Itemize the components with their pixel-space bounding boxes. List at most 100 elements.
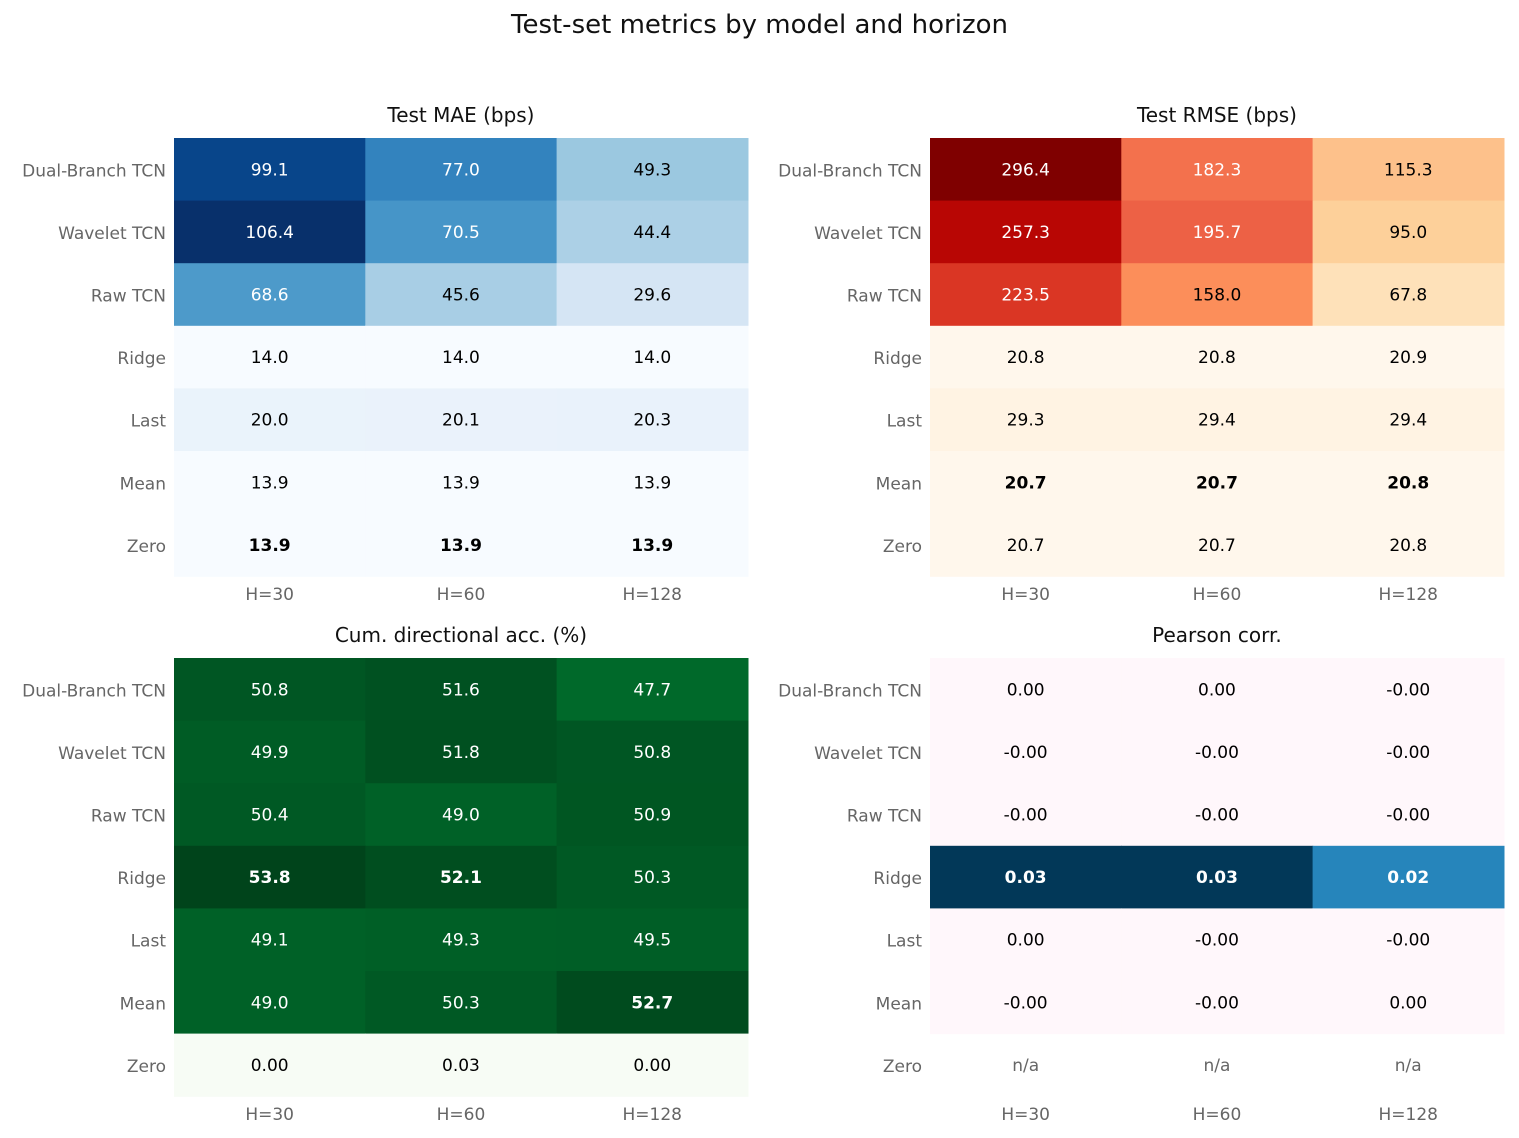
column-label: H=30 bbox=[1001, 1105, 1050, 1125]
heatmap-cell bbox=[365, 451, 558, 515]
figure-title: Test-set metrics by model and horizon bbox=[510, 10, 1008, 40]
heatmap-cell bbox=[174, 513, 366, 577]
row-label: Raw TCN bbox=[847, 807, 922, 827]
cell-label: 20.7 bbox=[1005, 473, 1047, 493]
heatmap-cell bbox=[174, 1033, 366, 1097]
row-label: Mean bbox=[876, 474, 922, 494]
row-label: Mean bbox=[120, 994, 166, 1014]
cell-label: 20.8 bbox=[1389, 536, 1427, 556]
cell-label: 51.8 bbox=[442, 743, 480, 763]
cell-label: 50.8 bbox=[251, 680, 289, 700]
heatmap-cell bbox=[556, 263, 749, 327]
heatmap-cell bbox=[174, 263, 366, 327]
row-label: Raw TCN bbox=[91, 287, 166, 307]
heatmap-cell bbox=[1121, 138, 1314, 202]
heatmap-cell bbox=[930, 513, 1122, 577]
heatmap-cell bbox=[930, 845, 1122, 909]
heatmap-cell bbox=[174, 971, 366, 1035]
cell-label: 0.00 bbox=[1007, 680, 1045, 700]
column-label: H=128 bbox=[623, 1105, 682, 1125]
cell-label: 158.0 bbox=[1193, 286, 1242, 306]
row-label: Wavelet TCN bbox=[814, 224, 922, 244]
heatmap-cell bbox=[1312, 263, 1505, 327]
heatmap-cell bbox=[365, 845, 558, 909]
heatmap-cell bbox=[556, 783, 749, 847]
row-label: Dual-Branch TCN bbox=[22, 681, 166, 701]
heatmap-cell bbox=[1312, 388, 1505, 452]
column-label: H=60 bbox=[1193, 1105, 1242, 1125]
heatmap-cell bbox=[1121, 325, 1314, 389]
heatmap-cell bbox=[1312, 908, 1505, 972]
heatmap-cell bbox=[365, 971, 558, 1035]
heatmap-cell bbox=[930, 971, 1122, 1035]
cell-label: n/a bbox=[1395, 1056, 1422, 1076]
row-label: Last bbox=[131, 412, 167, 432]
heatmap-cell bbox=[1312, 451, 1505, 515]
cell-label: -0.00 bbox=[1386, 806, 1430, 826]
heatmap-cell bbox=[556, 325, 749, 389]
heatmap-cell bbox=[365, 325, 558, 389]
heatmap-cell bbox=[1312, 720, 1505, 784]
heatmap-cell bbox=[930, 908, 1122, 972]
row-label: Raw TCN bbox=[91, 807, 166, 827]
heatmap-cell bbox=[365, 783, 558, 847]
cell-label: 49.0 bbox=[442, 806, 480, 826]
row-label: Ridge bbox=[873, 869, 922, 889]
heatmap-cell bbox=[365, 138, 558, 202]
heatmap-cell bbox=[365, 658, 558, 722]
row-label: Mean bbox=[120, 474, 166, 494]
cell-label: -0.00 bbox=[1195, 806, 1239, 826]
heatmap-cell bbox=[1121, 720, 1314, 784]
cell-label: 49.5 bbox=[633, 931, 671, 951]
heatmap-cell bbox=[556, 845, 749, 909]
heatmap-cell bbox=[1121, 783, 1314, 847]
cell-label: -0.00 bbox=[1195, 743, 1239, 763]
cell-label: 49.9 bbox=[251, 743, 289, 763]
cell-label: 0.00 bbox=[251, 1056, 289, 1076]
heatmap-cell bbox=[1121, 200, 1314, 264]
cell-label: 44.4 bbox=[633, 223, 671, 243]
cell-label: 182.3 bbox=[1193, 160, 1242, 180]
cell-label: -0.00 bbox=[1386, 931, 1430, 951]
column-label: H=60 bbox=[437, 1105, 486, 1125]
heatmap-cell bbox=[174, 200, 366, 264]
cell-label: 13.9 bbox=[442, 473, 480, 493]
cell-label: 14.0 bbox=[251, 348, 289, 368]
cell-label: 50.8 bbox=[633, 743, 671, 763]
heatmap-cell bbox=[365, 388, 558, 452]
heatmap-cell bbox=[930, 720, 1122, 784]
cell-label: 29.6 bbox=[633, 286, 671, 306]
cell-label: n/a bbox=[1203, 1056, 1230, 1076]
heatmap-cell bbox=[930, 138, 1122, 202]
column-label: H=30 bbox=[1001, 585, 1050, 605]
heatmap-cell bbox=[1312, 513, 1505, 577]
cell-label: 20.8 bbox=[1007, 348, 1045, 368]
cell-label: 20.9 bbox=[1389, 348, 1427, 368]
cell-label: -0.00 bbox=[1386, 680, 1430, 700]
cell-label: 0.03 bbox=[1005, 868, 1047, 888]
cell-label: 0.00 bbox=[633, 1056, 671, 1076]
heatmap-cell bbox=[1121, 845, 1314, 909]
cell-label: 14.0 bbox=[442, 348, 480, 368]
cell-label: 296.4 bbox=[1001, 160, 1050, 180]
cell-label: 257.3 bbox=[1001, 223, 1050, 243]
cell-label: 52.1 bbox=[440, 868, 482, 888]
cell-label: -0.00 bbox=[1004, 993, 1048, 1013]
heatmap-cell bbox=[556, 388, 749, 452]
heatmap-cell bbox=[1121, 658, 1314, 722]
cell-label: 0.03 bbox=[1196, 868, 1238, 888]
cell-label: 13.9 bbox=[249, 536, 291, 556]
cell-label: 29.4 bbox=[1389, 411, 1427, 431]
cell-label: 0.00 bbox=[1007, 931, 1045, 951]
cell-label: 20.7 bbox=[1196, 473, 1238, 493]
row-label: Raw TCN bbox=[847, 287, 922, 307]
column-label: H=128 bbox=[1379, 585, 1438, 605]
heatmap-cell bbox=[930, 263, 1122, 327]
cell-label: 20.7 bbox=[1198, 536, 1236, 556]
heatmap-cell bbox=[174, 451, 366, 515]
cell-label: 20.7 bbox=[1007, 536, 1045, 556]
row-label: Zero bbox=[883, 1057, 922, 1077]
heatmap-cell bbox=[1121, 513, 1314, 577]
cell-label: 53.8 bbox=[249, 868, 291, 888]
